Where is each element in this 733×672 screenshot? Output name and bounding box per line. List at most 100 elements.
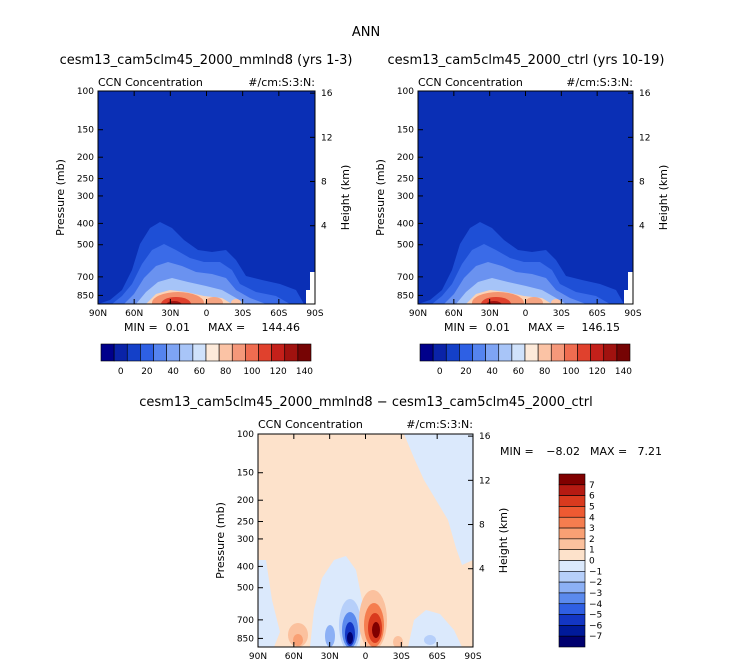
colorbar-swatch — [258, 343, 272, 362]
y-tick-label: 400 — [77, 219, 94, 229]
colorbar-swatch — [245, 343, 259, 362]
x-tick-label: 60N — [285, 652, 303, 662]
panel-b-max-sh — [525, 297, 543, 304]
colorbar-swatch — [126, 343, 141, 362]
colorbar-swatch — [153, 343, 167, 362]
colorbar-swatch — [100, 343, 115, 362]
colorbar-label: −1 — [589, 567, 602, 577]
colorbar-swatch — [179, 343, 194, 362]
y-tick-label: 850 — [397, 291, 414, 301]
colorbar-swatch — [558, 538, 586, 550]
colorbar-swatch — [297, 343, 312, 362]
y-tick-label: 200 — [77, 153, 94, 163]
x-tick-label: 0 — [363, 652, 369, 662]
colorbar-a: 0 20 40 60 80 100 120 140 — [100, 343, 313, 377]
colorbar-swatch — [445, 343, 460, 362]
panel-a-axes: 90N 60N 30N 0 30S 60S 90S 100 150 200 250 300 400 500… — [54, 87, 352, 319]
x-tick-label: 60S — [429, 652, 446, 662]
panel-c-min-label: MIN = — [500, 445, 534, 458]
panel-b-max-core — [486, 301, 502, 304]
colorbar-label: 1 — [589, 546, 595, 556]
colorbar-label: 60 — [513, 367, 525, 377]
colorbar-swatch — [558, 625, 586, 637]
colorbar-swatch — [558, 571, 586, 583]
y-tick-label: 150 — [237, 469, 254, 479]
panel-c-right-label: #/cm:S:3:N: — [406, 418, 473, 431]
y-tick-label: 700 — [397, 273, 414, 283]
y-tick-label: 700 — [77, 273, 94, 283]
panel-mmlnd8: cesm13_cam5clm45_2000_mmlnd8 (yrs 1-3) C… — [54, 53, 352, 377]
panel-a-max-core — [166, 301, 182, 304]
y-tick-label: 400 — [237, 562, 254, 572]
y-tick-label: 150 — [77, 126, 94, 136]
colorbar-swatch — [140, 343, 154, 362]
y2-tick-label: 16 — [639, 89, 651, 99]
y2-axis-title: Height (km) — [657, 165, 670, 231]
colorbar-label: 60 — [194, 367, 206, 377]
x-tick-label: 0 — [523, 309, 529, 319]
panel-b-mask-2 — [624, 290, 628, 304]
y-tick-label: 500 — [397, 241, 414, 251]
colorbar-swatch — [524, 343, 539, 362]
panel-c-neg-upper-right — [404, 434, 473, 565]
x-tick-label: 60S — [270, 309, 287, 319]
panel-c-min-value: −8.02 — [546, 445, 580, 458]
panel-c-neg-side — [325, 625, 335, 647]
colorbar-swatch — [271, 343, 286, 362]
y2-tick-label: 12 — [321, 133, 332, 143]
y-axis-title: Pressure (mb) — [54, 159, 67, 236]
colorbar-swatch — [558, 592, 586, 605]
y-tick-label: 100 — [77, 87, 94, 97]
colorbar-label: −3 — [589, 589, 602, 599]
colorbar-swatch — [472, 343, 486, 362]
y2-tick-label: 4 — [321, 222, 327, 232]
colorbar-label: 100 — [562, 367, 579, 377]
panel-c-field — [258, 434, 473, 647]
y-tick-label: 250 — [397, 175, 414, 185]
panel-c-axes: 90N 60N 30N 0 30S 60S 90S 100 150 200 250 300 400 500… — [214, 430, 510, 662]
colorbar-label: −5 — [589, 611, 602, 621]
colorbar-label: 4 — [589, 513, 595, 523]
colorbar-label: 140 — [296, 367, 313, 377]
x-tick-label: 60N — [445, 309, 463, 319]
y-tick-label: 200 — [397, 153, 414, 163]
panel-c-max-value: 7.21 — [638, 445, 663, 458]
colorbar-swatch — [419, 343, 434, 362]
panel-b-field — [418, 91, 633, 304]
x-tick-label: 90S — [464, 652, 481, 662]
colorbar-label: 80 — [220, 367, 232, 377]
colorbar-label: −6 — [589, 621, 603, 631]
colorbar-swatch — [558, 560, 586, 572]
colorbar-label: 0 — [437, 367, 443, 377]
x-tick-label: 30S — [553, 309, 570, 319]
y-tick-label: 700 — [237, 616, 254, 626]
panel-c-neg-mid-left — [258, 560, 280, 647]
panel-b-right-label: #/cm:S:3:N: — [566, 76, 633, 89]
y2-axis-title: Height (km) — [497, 508, 510, 574]
colorbar-swatch — [558, 549, 586, 561]
x-tick-label: 90S — [306, 309, 323, 319]
panel-ctrl: cesm13_cam5clm45_2000_ctrl (yrs 10-19) C… — [374, 53, 670, 377]
colorbar-swatch — [558, 516, 586, 529]
x-tick-label: 90N — [89, 309, 107, 319]
panel-a-min-value: 0.01 — [166, 321, 191, 334]
colorbar-b: 0 20 40 60 80 100 120 140 — [419, 343, 632, 377]
colorbar-swatch — [558, 581, 586, 594]
y2-tick-label: 16 — [479, 432, 491, 442]
colorbar-label: 20 — [460, 367, 472, 377]
panel-c-pos-core-4 — [372, 622, 380, 638]
panel-a-max-sh2 — [231, 299, 241, 304]
panel-c-pos-small — [393, 636, 403, 647]
colorbar-label: 7 — [589, 481, 595, 491]
panel-difference: cesm13_cam5clm45_2000_mmlnd8 − cesm13_ca… — [139, 395, 662, 662]
colorbar-label: −2 — [589, 578, 602, 588]
y2-tick-label: 4 — [479, 565, 485, 575]
colorbar-label: 0 — [589, 557, 595, 567]
colorbar-label: 5 — [589, 502, 595, 512]
panel-c-neg-right — [408, 610, 462, 647]
x-tick-label: 30S — [393, 652, 410, 662]
colorbar-label: 140 — [615, 367, 632, 377]
panel-a-mask-2 — [306, 290, 310, 304]
panel-b-min-value: 0.01 — [486, 321, 511, 334]
